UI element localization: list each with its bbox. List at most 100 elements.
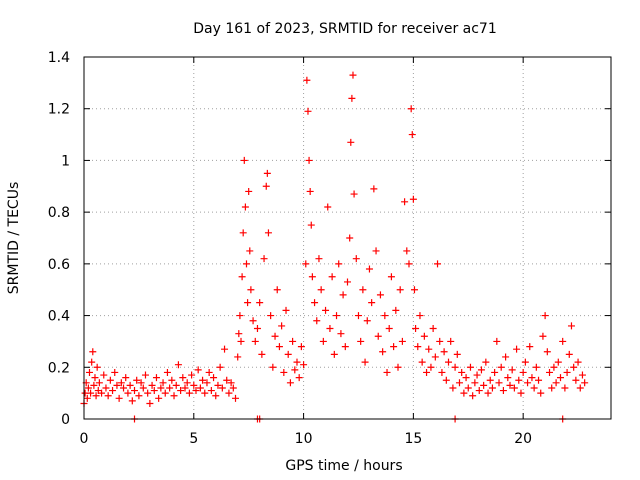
data-point <box>179 374 187 382</box>
data-point <box>242 260 250 268</box>
data-point <box>460 389 468 397</box>
data-point <box>381 312 389 320</box>
data-point <box>372 247 380 255</box>
data-point <box>115 394 123 402</box>
data-point <box>374 332 382 340</box>
data-point <box>210 374 218 382</box>
data-point <box>232 394 240 402</box>
data-point <box>284 350 292 358</box>
data-point <box>477 366 485 374</box>
data-point <box>370 185 378 193</box>
data-point <box>403 247 411 255</box>
data-point <box>565 350 573 358</box>
data-point <box>398 337 406 345</box>
data-point <box>235 330 243 338</box>
data-point <box>328 273 336 281</box>
data-point <box>368 299 376 307</box>
data-point <box>567 322 575 330</box>
data-point <box>394 363 402 371</box>
data-point <box>317 286 325 294</box>
data-point <box>442 376 450 384</box>
data-point <box>159 379 167 387</box>
data-point <box>440 348 448 356</box>
data-point <box>349 71 357 79</box>
data-point <box>480 381 488 389</box>
data-point <box>120 384 128 392</box>
data-point <box>286 379 294 387</box>
y-axis-title: SRMTID / TECUs <box>6 182 22 295</box>
data-point <box>267 312 275 320</box>
data-point <box>247 286 255 294</box>
data-point <box>548 384 556 392</box>
data-point <box>429 325 437 332</box>
data-point <box>409 195 417 203</box>
data-point <box>291 366 299 374</box>
data-point <box>488 384 496 392</box>
data-point <box>93 363 101 371</box>
data-point <box>303 76 311 84</box>
data-point <box>519 368 527 376</box>
data-point <box>445 358 453 366</box>
data-point <box>238 273 246 281</box>
data-point <box>88 358 96 366</box>
data-point <box>499 387 507 395</box>
data-point <box>275 343 283 351</box>
data-point <box>302 260 310 268</box>
data-point <box>513 345 521 353</box>
data-point <box>471 379 479 387</box>
data-point <box>102 384 110 392</box>
data-point <box>273 286 281 294</box>
data-point <box>319 337 327 345</box>
data-point <box>486 376 494 384</box>
data-point <box>239 229 247 237</box>
data-point <box>300 361 308 369</box>
data-point <box>436 337 444 345</box>
data-point <box>524 379 532 387</box>
data-point <box>218 384 226 392</box>
data-point <box>245 187 253 195</box>
data-point <box>405 260 413 268</box>
data-point <box>333 312 341 320</box>
data-point <box>109 387 117 395</box>
data-point <box>183 379 191 387</box>
data-point <box>352 255 360 263</box>
data-point <box>308 273 316 281</box>
data-point <box>464 384 472 392</box>
data-point <box>335 260 343 268</box>
data-point <box>85 368 93 376</box>
data-point <box>263 169 271 177</box>
data-point <box>84 384 92 392</box>
data-point <box>407 105 415 113</box>
y-tick-label: 0.6 <box>48 257 70 273</box>
data-point <box>410 286 418 294</box>
x-tick-labels: 0 5 10 15 20 <box>80 431 533 447</box>
data-point <box>196 384 204 392</box>
data-point <box>556 374 564 382</box>
data-point <box>137 379 145 387</box>
data-point <box>177 387 185 395</box>
data-point <box>357 337 365 345</box>
data-point <box>504 374 512 382</box>
data-point <box>172 381 180 389</box>
data-point <box>530 384 538 392</box>
data-point <box>438 368 446 376</box>
data-point <box>194 366 202 374</box>
data-point <box>361 358 369 366</box>
data-point <box>269 363 277 371</box>
data-point <box>163 368 171 376</box>
x-tick-label: 10 <box>295 431 313 447</box>
data-point <box>521 358 529 366</box>
data-point <box>166 384 174 392</box>
data-point <box>401 198 409 206</box>
data-point <box>493 337 501 345</box>
data-point <box>322 306 330 314</box>
data-point <box>425 345 433 353</box>
data-point <box>506 381 514 389</box>
data-point <box>262 182 270 190</box>
y-tick-label: 1 <box>61 153 70 169</box>
data-point <box>90 381 98 389</box>
x-tick-label: 20 <box>514 431 532 447</box>
data-point <box>561 384 569 392</box>
data-point <box>563 368 571 376</box>
data-point <box>497 363 505 371</box>
